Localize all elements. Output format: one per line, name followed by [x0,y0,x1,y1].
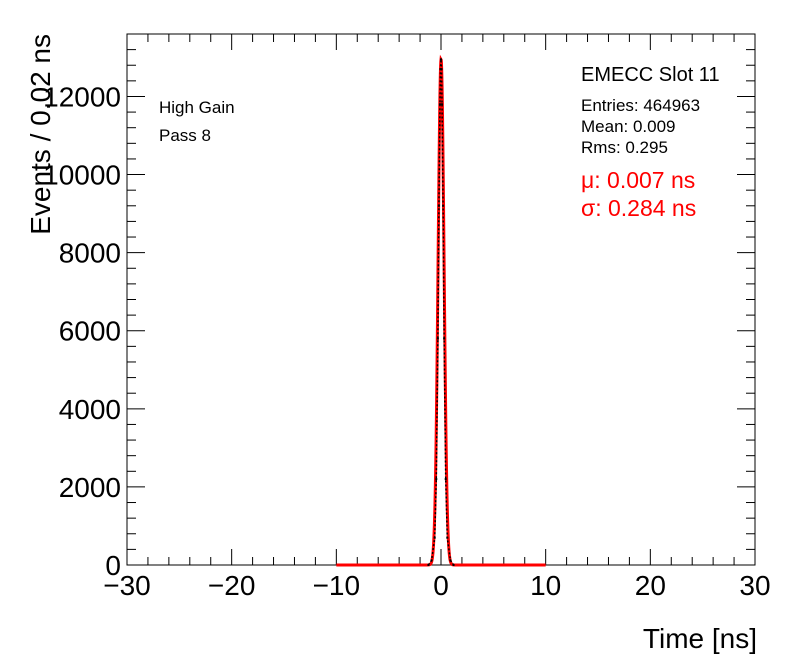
stats-rms: Rms: 0.295 [581,138,668,157]
histogram-point [438,103,441,106]
x-tick-label: 0 [433,570,449,601]
y-tick-label: 6000 [59,316,121,347]
y-tick-label: 8000 [59,238,121,269]
fit-curve [336,54,546,567]
histogram-point [444,478,447,481]
fit-mu: μ: 0.007 ns [581,167,695,193]
stats-title: EMECC Slot 11 [581,64,720,86]
x-tick-label: 10 [530,570,561,601]
histogram-point [452,564,455,566]
histogram-series [427,59,455,566]
axis-ticks [126,33,756,566]
y-tick-label: 12000 [43,81,121,112]
histogram-point [443,337,446,340]
stats-mean: Mean: 0.009 [581,117,676,136]
y-tick-label: 2000 [59,472,121,503]
y-axis-title: Events / 0.02 ns [25,34,56,235]
x-tick-label: −20 [208,570,256,601]
x-tick-labels: −30 −20 −10 0 10 20 30 [103,570,770,601]
x-tick-label: −10 [313,570,361,601]
x-tick-label: 30 [739,570,770,601]
histogram-point [440,58,442,61]
y-tick-label: 0 [105,550,121,581]
histogram-point [446,536,449,539]
x-axis-title: Time [ns] [643,623,757,654]
x-tick-label: 20 [635,570,666,601]
y-tick-label: 4000 [59,394,121,425]
histogram-point [449,559,452,562]
histogram-point [440,68,443,71]
annotation-pass: Pass 8 [159,126,211,145]
histogram-point [437,204,440,207]
histogram-point [436,337,439,340]
histogram-point [430,559,433,562]
x-tick-label: −30 [103,570,151,601]
y-tick-label: 10000 [43,160,121,191]
stats-entries: Entries: 464963 [581,96,700,115]
fit-sigma: σ: 0.284 ns [581,195,696,221]
histogram-point [427,564,430,566]
histogram-point [439,68,442,71]
histogram-point [435,478,438,481]
histogram-point [433,536,436,539]
annotation-high-gain: High Gain [159,98,235,117]
y-tick-labels: 0 2000 4000 6000 8000 10000 12000 [43,81,121,581]
series-layer [336,54,546,567]
histogram-point [441,103,444,106]
histogram-point [442,204,445,207]
